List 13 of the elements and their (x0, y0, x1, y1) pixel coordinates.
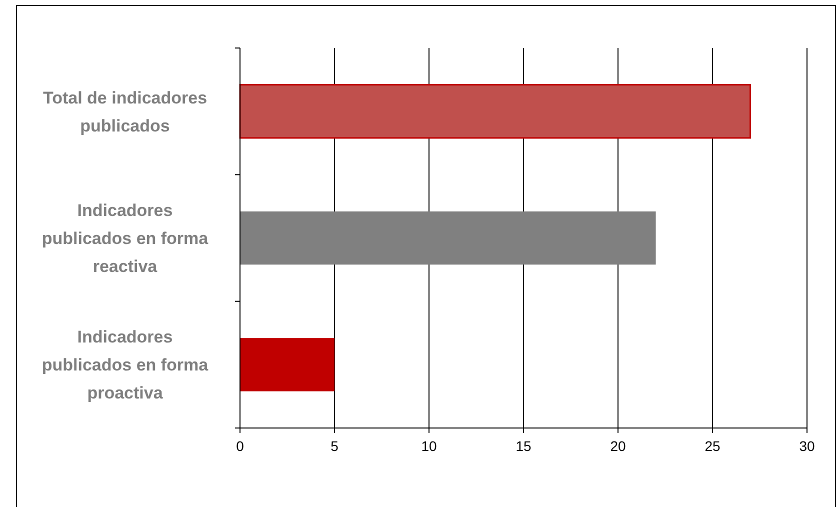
bar (240, 338, 334, 392)
bar (240, 211, 656, 265)
x-tick-label: 30 (799, 438, 815, 454)
x-tick-label: 20 (610, 438, 626, 454)
bar (239, 84, 752, 139)
y-tick-label: Indicadores publicados en forma reactiva (42, 201, 209, 276)
y-tick-label: Indicadores publicados en forma proactiva (42, 328, 209, 403)
x-tick-label: 25 (704, 438, 720, 454)
y-tick-label: Total de indicadores publicados (42, 88, 208, 136)
x-tick-label: 15 (516, 438, 532, 454)
x-tick-label: 10 (421, 438, 437, 454)
x-tick-label: 0 (236, 438, 244, 454)
x-tick-label: 5 (330, 438, 339, 454)
